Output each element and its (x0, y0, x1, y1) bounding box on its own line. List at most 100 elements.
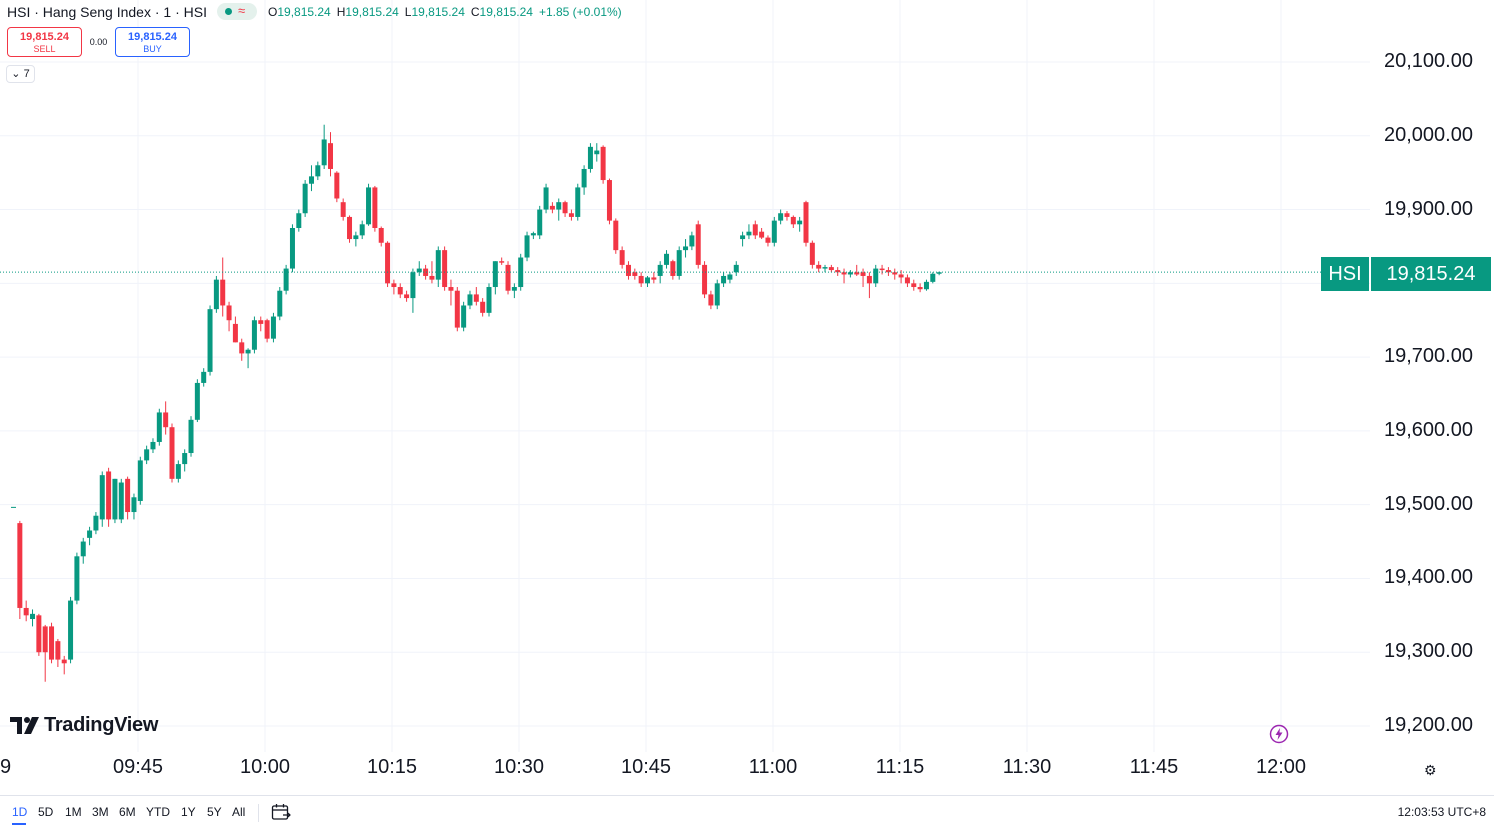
candle-body (42, 626, 48, 653)
candle-body (131, 497, 137, 513)
candle (549, 202, 555, 214)
candle (518, 253, 524, 291)
candle (106, 467, 112, 527)
toolbar-divider (258, 804, 259, 822)
range-button-all[interactable]: All (232, 805, 246, 819)
candle-body (625, 264, 631, 276)
candle (372, 185, 378, 232)
candle (175, 460, 181, 483)
candle (702, 261, 708, 299)
candle (467, 290, 473, 310)
range-button-1d[interactable]: 1D (12, 805, 28, 819)
candle (423, 264, 429, 280)
range-button-1y[interactable]: 1Y (181, 805, 196, 819)
candle-body (480, 301, 486, 313)
price-axis-label: 19,200.00 (1384, 714, 1473, 736)
candle (74, 552, 80, 605)
candle-body (575, 187, 581, 217)
range-button-5d[interactable]: 5D (38, 805, 54, 819)
candle (99, 471, 105, 527)
candle (321, 124, 327, 169)
candle (511, 283, 517, 299)
range-button-1m[interactable]: 1M (65, 805, 82, 819)
candle (664, 250, 670, 269)
candle-body (144, 449, 150, 461)
candle (854, 264, 860, 276)
settings-gear-icon[interactable]: ⚙ (1424, 762, 1437, 778)
candle (429, 261, 435, 284)
candle-body (378, 228, 384, 243)
candle (30, 609, 36, 627)
candle-body (36, 615, 42, 653)
candle (822, 264, 828, 273)
sell-label: SELL (33, 44, 56, 54)
candle (676, 246, 682, 280)
candle-body (302, 183, 308, 214)
symbol-title[interactable]: HSI · Hang Seng Index · 1 · HSI (7, 4, 207, 20)
candle-body (270, 316, 276, 339)
buy-button[interactable]: 19,815.24 BUY (115, 27, 190, 57)
range-button-5y[interactable]: 5Y (207, 805, 222, 819)
candle-body (366, 187, 372, 225)
candle-body (435, 250, 441, 280)
candle (201, 368, 207, 387)
candle (397, 283, 403, 299)
candle-body (847, 272, 853, 275)
candle (860, 268, 866, 288)
candle (530, 231, 536, 240)
candle-body (511, 287, 517, 291)
candle (258, 316, 264, 332)
candle (683, 239, 689, 258)
candle (308, 165, 314, 192)
clock-timezone[interactable]: 12:03:53 UTC+8 (1397, 805, 1486, 819)
market-status-pill[interactable]: ≈ (217, 3, 257, 20)
indicators-collapse-button[interactable]: ⌄ 7 (6, 65, 35, 83)
candle-body (30, 613, 36, 620)
candle (714, 279, 720, 310)
sell-button[interactable]: 19,815.24 SELL (7, 27, 82, 57)
candle (347, 215, 353, 243)
lightning-icon[interactable] (1269, 724, 1289, 744)
candle (23, 600, 29, 622)
candle (847, 270, 853, 278)
candle-body (283, 268, 289, 291)
candle-body (917, 287, 923, 290)
candle-body (334, 172, 340, 199)
candle-body (328, 143, 333, 169)
candle-body (645, 277, 650, 284)
candle-body (150, 441, 156, 450)
candle (505, 261, 511, 295)
active-range-underline (12, 823, 26, 825)
time-axis-date-partial: 9 (0, 756, 12, 778)
candle (328, 132, 333, 177)
candle-body (587, 146, 593, 169)
candle-body (385, 242, 391, 284)
candle-series (11, 124, 942, 682)
candle-body (175, 464, 181, 479)
candle (194, 379, 200, 423)
candle-body (182, 453, 188, 465)
range-button-6m[interactable]: 6M (119, 805, 136, 819)
candle (93, 512, 99, 535)
candle-body (714, 283, 720, 306)
candle (486, 283, 492, 317)
candle (277, 287, 283, 321)
candle-body (771, 220, 777, 243)
candle-body (860, 272, 866, 276)
range-button-ytd[interactable]: YTD (146, 805, 170, 819)
candle-body (93, 515, 99, 531)
sell-price: 19,815.24 (20, 31, 69, 43)
candle (68, 596, 74, 664)
range-button-3m[interactable]: 3M (92, 805, 109, 819)
candle (296, 209, 302, 232)
candle-body (892, 272, 898, 275)
candle-body (156, 412, 162, 442)
time-axis[interactable]: 09:45 10:00 10:15 10:30 10:45 11:00 11:15 11:30… (0, 752, 1370, 782)
calendar-icon[interactable] (271, 803, 291, 821)
candle (752, 220, 758, 240)
candle (131, 493, 137, 520)
candle-body (505, 264, 511, 291)
candle-body (524, 235, 530, 258)
candlestick-chart[interactable] (0, 0, 1370, 752)
price-axis[interactable]: 20,100.00 20,000.00 19,900.00 19,700.00 19,6… (1370, 0, 1494, 760)
